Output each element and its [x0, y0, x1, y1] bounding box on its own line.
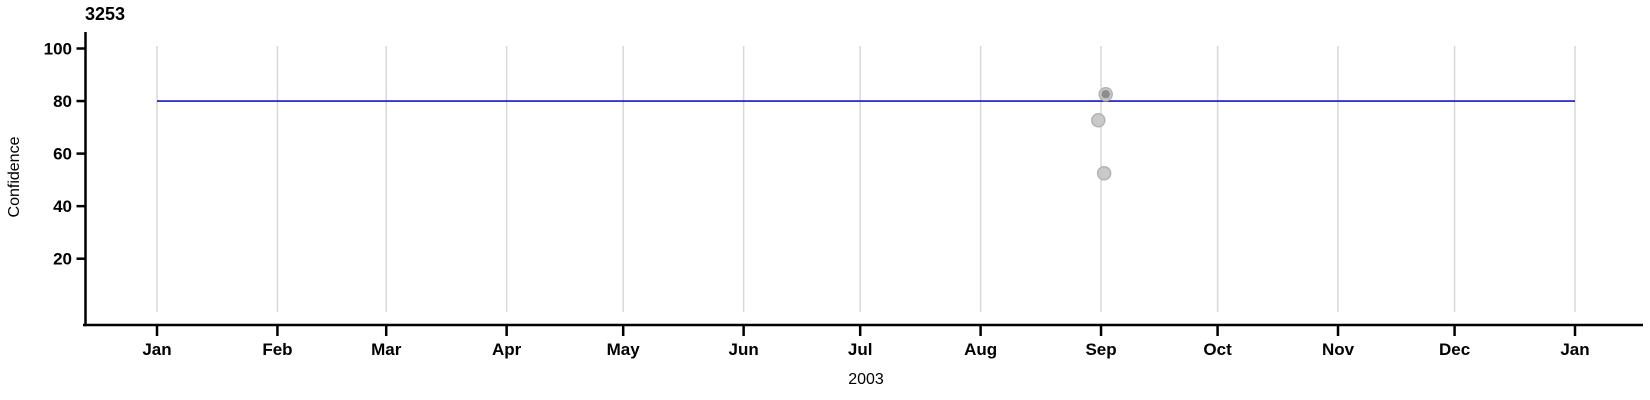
y-tick-label: 60 [53, 145, 72, 164]
data-point-core [1101, 90, 1110, 99]
x-tick-label: Sep [1085, 340, 1116, 359]
y-tick-label: 40 [53, 197, 72, 216]
x-tick-label: Oct [1203, 340, 1232, 359]
x-tick-label: Jan [1560, 340, 1589, 359]
x-tick-label: Mar [371, 340, 402, 359]
y-tick-label: 20 [53, 250, 72, 269]
y-axis-title: Confidence [6, 136, 23, 218]
data-point [1096, 166, 1112, 181]
chart-title: 3253 [85, 4, 126, 24]
x-tick-label: Nov [1322, 340, 1355, 359]
x-tick-label: Jul [848, 340, 873, 359]
x-tick-label: Feb [262, 340, 292, 359]
x-tick-label: Aug [964, 340, 997, 359]
x-tick-label: Dec [1439, 340, 1470, 359]
x-tick-label: Jan [142, 340, 171, 359]
x-tick-label: May [607, 340, 641, 359]
y-tick-label: 80 [53, 92, 72, 111]
x-tick-label: Apr [492, 340, 522, 359]
x-axis-title: 2003 [848, 371, 884, 388]
data-point [1091, 112, 1106, 128]
y-tick-label: 100 [44, 40, 72, 59]
x-tick-label: Jun [729, 340, 759, 359]
